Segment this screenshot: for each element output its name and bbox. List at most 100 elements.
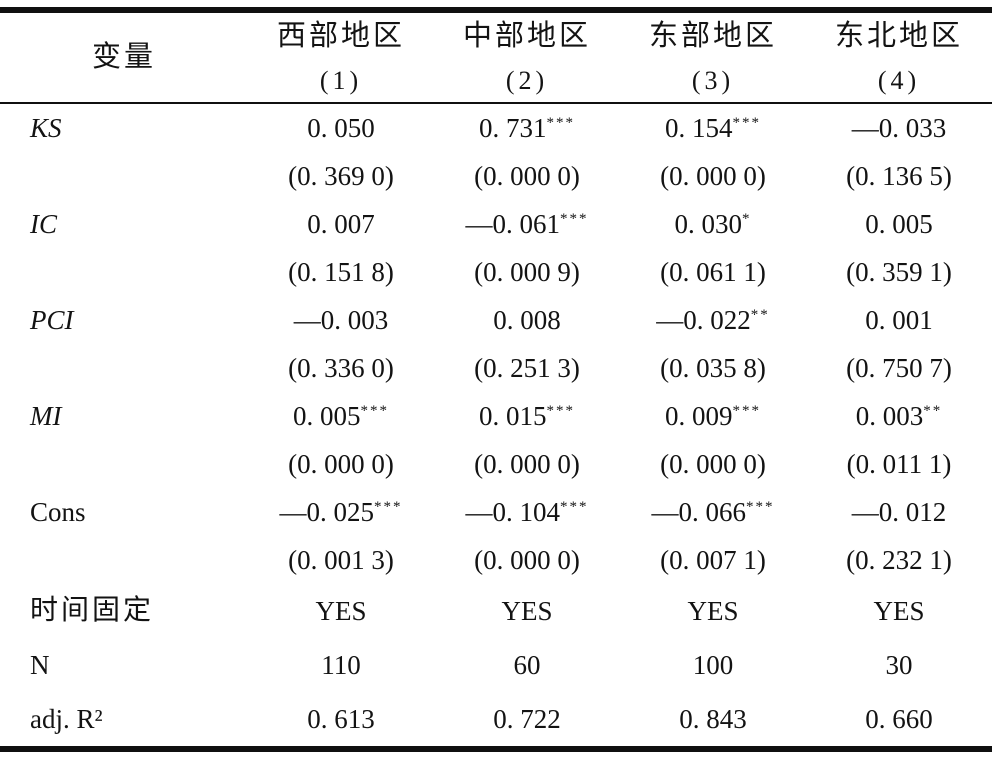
cell-coef: 0. 731*** xyxy=(479,112,575,143)
cell-pvalue: (0. 000 0) xyxy=(474,160,580,191)
cell-coef: —0. 012 xyxy=(851,496,947,527)
row-label-empty xyxy=(0,536,248,584)
cell-coef: 0. 007 xyxy=(307,208,375,239)
cell-coef: —0. 025*** xyxy=(279,496,403,527)
cell-coef: 0. 003** xyxy=(855,400,943,431)
cell-pvalue: (0. 251 3) xyxy=(474,352,580,383)
header-region-row: 变量 西部地区 中部地区 东部地区 东北地区 xyxy=(0,10,992,72)
cell-pvalue: (0. 011 1) xyxy=(846,448,952,479)
cell-coef: 0. 050 xyxy=(307,112,375,143)
cell-adj-r2: 0. 660 xyxy=(865,703,933,734)
cell-adj-r2: 0. 613 xyxy=(307,703,375,734)
table-row-ic-pvalues: (0. 151 8) (0. 000 9) (0. 061 1) (0. 359… xyxy=(0,248,992,296)
significance-stars: ** xyxy=(923,402,943,419)
header-model-4: (4) xyxy=(877,65,921,95)
significance-stars: *** xyxy=(374,498,403,515)
cell-coef: 0. 001 xyxy=(865,304,933,335)
cell-adj-r2: 0. 722 xyxy=(493,703,561,734)
header-model-1: (1) xyxy=(319,65,363,95)
cell-pvalue: (0. 000 0) xyxy=(288,448,394,479)
cell-adj-r2: 0. 843 xyxy=(679,703,747,734)
table-row-mi-coef: MI 0. 005*** 0. 015*** 0. 009*** 0. 003*… xyxy=(0,392,992,440)
significance-stars: *** xyxy=(560,498,589,515)
cell-pvalue: (0. 750 7) xyxy=(846,352,952,383)
cell-pvalue: (0. 336 0) xyxy=(288,352,394,383)
cell-pvalue: (0. 136 5) xyxy=(846,160,952,191)
significance-stars: * xyxy=(742,210,752,227)
row-label: KS xyxy=(30,112,62,143)
table-row-ks-pvalues: (0. 369 0) (0. 000 0) (0. 000 0) (0. 136… xyxy=(0,152,992,200)
cell-coef: 0. 005 xyxy=(865,208,933,239)
header-region-west: 西部地区 xyxy=(276,19,405,52)
cell-coef: 0. 030* xyxy=(674,208,752,239)
cell-observations: 110 xyxy=(321,649,361,680)
cell-pvalue: (0. 000 0) xyxy=(474,544,580,575)
table-row-time-fixed: 时间固定 YES YES YES YES xyxy=(0,584,992,638)
row-label-empty xyxy=(0,344,248,392)
row-label: adj. R² xyxy=(30,703,103,734)
cell-coef: —0. 003 xyxy=(293,304,389,335)
header-region-central: 中部地区 xyxy=(462,19,591,52)
cell-observations: 30 xyxy=(885,649,913,680)
table-row-pci-coef: PCI —0. 003 0. 008 —0. 022** 0. 001 xyxy=(0,296,992,344)
header-model-3: (3) xyxy=(691,65,735,95)
row-label-empty xyxy=(0,152,248,200)
table-row-ic-coef: IC 0. 007 —0. 061*** 0. 030* 0. 005 xyxy=(0,200,992,248)
cell-fixed-effect: YES xyxy=(315,595,367,626)
cell-observations: 100 xyxy=(692,649,734,680)
significance-stars: ** xyxy=(750,306,770,323)
cell-pvalue: (0. 000 0) xyxy=(660,448,766,479)
cell-coef: —0. 066*** xyxy=(651,496,775,527)
table-row-mi-pvalues: (0. 000 0) (0. 000 0) (0. 000 0) (0. 011… xyxy=(0,440,992,488)
table-body: KS 0. 050 0. 731*** 0. 154*** —0. 033 (0… xyxy=(0,103,992,749)
header-model-number-row: (1) (2) (3) (4) xyxy=(0,59,992,103)
cell-coef: 0. 009*** xyxy=(665,400,761,431)
cell-pvalue: (0. 369 0) xyxy=(288,160,394,191)
header-region-east: 东部地区 xyxy=(648,19,777,52)
row-label-empty xyxy=(0,248,248,296)
cell-pvalue: (0. 000 9) xyxy=(474,256,580,287)
row-label: 时间固定 xyxy=(30,595,155,626)
significance-stars: *** xyxy=(546,402,575,419)
significance-stars: *** xyxy=(746,498,775,515)
cell-coef: 0. 008 xyxy=(493,304,561,335)
cell-pvalue: (0. 151 8) xyxy=(288,256,394,287)
cell-coef: —0. 033 xyxy=(851,112,947,143)
table-row-pci-pvalues: (0. 336 0) (0. 251 3) (0. 035 8) (0. 750… xyxy=(0,344,992,392)
row-label: IC xyxy=(30,208,57,239)
cell-pvalue: (0. 001 3) xyxy=(288,544,394,575)
cell-coef: 0. 005*** xyxy=(293,400,389,431)
cell-pvalue: (0. 359 1) xyxy=(846,256,952,287)
table-row-adj-r2: adj. R² 0. 613 0. 722 0. 843 0. 660 xyxy=(0,692,992,749)
cell-coef: —0. 022** xyxy=(656,304,770,335)
cell-pvalue: (0. 000 0) xyxy=(660,160,766,191)
cell-pvalue: (0. 007 1) xyxy=(660,544,766,575)
cell-fixed-effect: YES xyxy=(873,595,925,626)
significance-stars: *** xyxy=(546,114,575,131)
cell-fixed-effect: YES xyxy=(501,595,553,626)
cell-pvalue: (0. 000 0) xyxy=(474,448,580,479)
regression-results-table: 变量 西部地区 中部地区 东部地区 东北地区 (1) (2) (3) (4) K… xyxy=(0,7,992,752)
row-label: Cons xyxy=(30,496,86,527)
header-region-northeast: 东北地区 xyxy=(834,19,963,52)
significance-stars: *** xyxy=(732,114,761,131)
significance-stars: *** xyxy=(732,402,761,419)
cell-fixed-effect: YES xyxy=(687,595,739,626)
table-row-cons-pvalues: (0. 001 3) (0. 000 0) (0. 007 1) (0. 232… xyxy=(0,536,992,584)
cell-coef: 0. 154*** xyxy=(665,112,761,143)
table-row-n: N 110 60 100 30 xyxy=(0,638,992,692)
cell-coef: —0. 061*** xyxy=(465,208,589,239)
cell-observations: 60 xyxy=(513,649,541,680)
cell-pvalue: (0. 061 1) xyxy=(660,256,766,287)
row-label-empty xyxy=(0,440,248,488)
cell-coef: —0. 104*** xyxy=(465,496,589,527)
table-row-ks-coef: KS 0. 050 0. 731*** 0. 154*** —0. 033 xyxy=(0,103,992,152)
row-label: PCI xyxy=(30,304,74,335)
significance-stars: *** xyxy=(560,210,589,227)
table-row-cons-coef: Cons —0. 025*** —0. 104*** —0. 066*** —0… xyxy=(0,488,992,536)
table-header: 变量 西部地区 中部地区 东部地区 东北地区 (1) (2) (3) (4) xyxy=(0,10,992,103)
significance-stars: *** xyxy=(360,402,389,419)
cell-pvalue: (0. 232 1) xyxy=(846,544,952,575)
row-label: N xyxy=(30,649,50,680)
